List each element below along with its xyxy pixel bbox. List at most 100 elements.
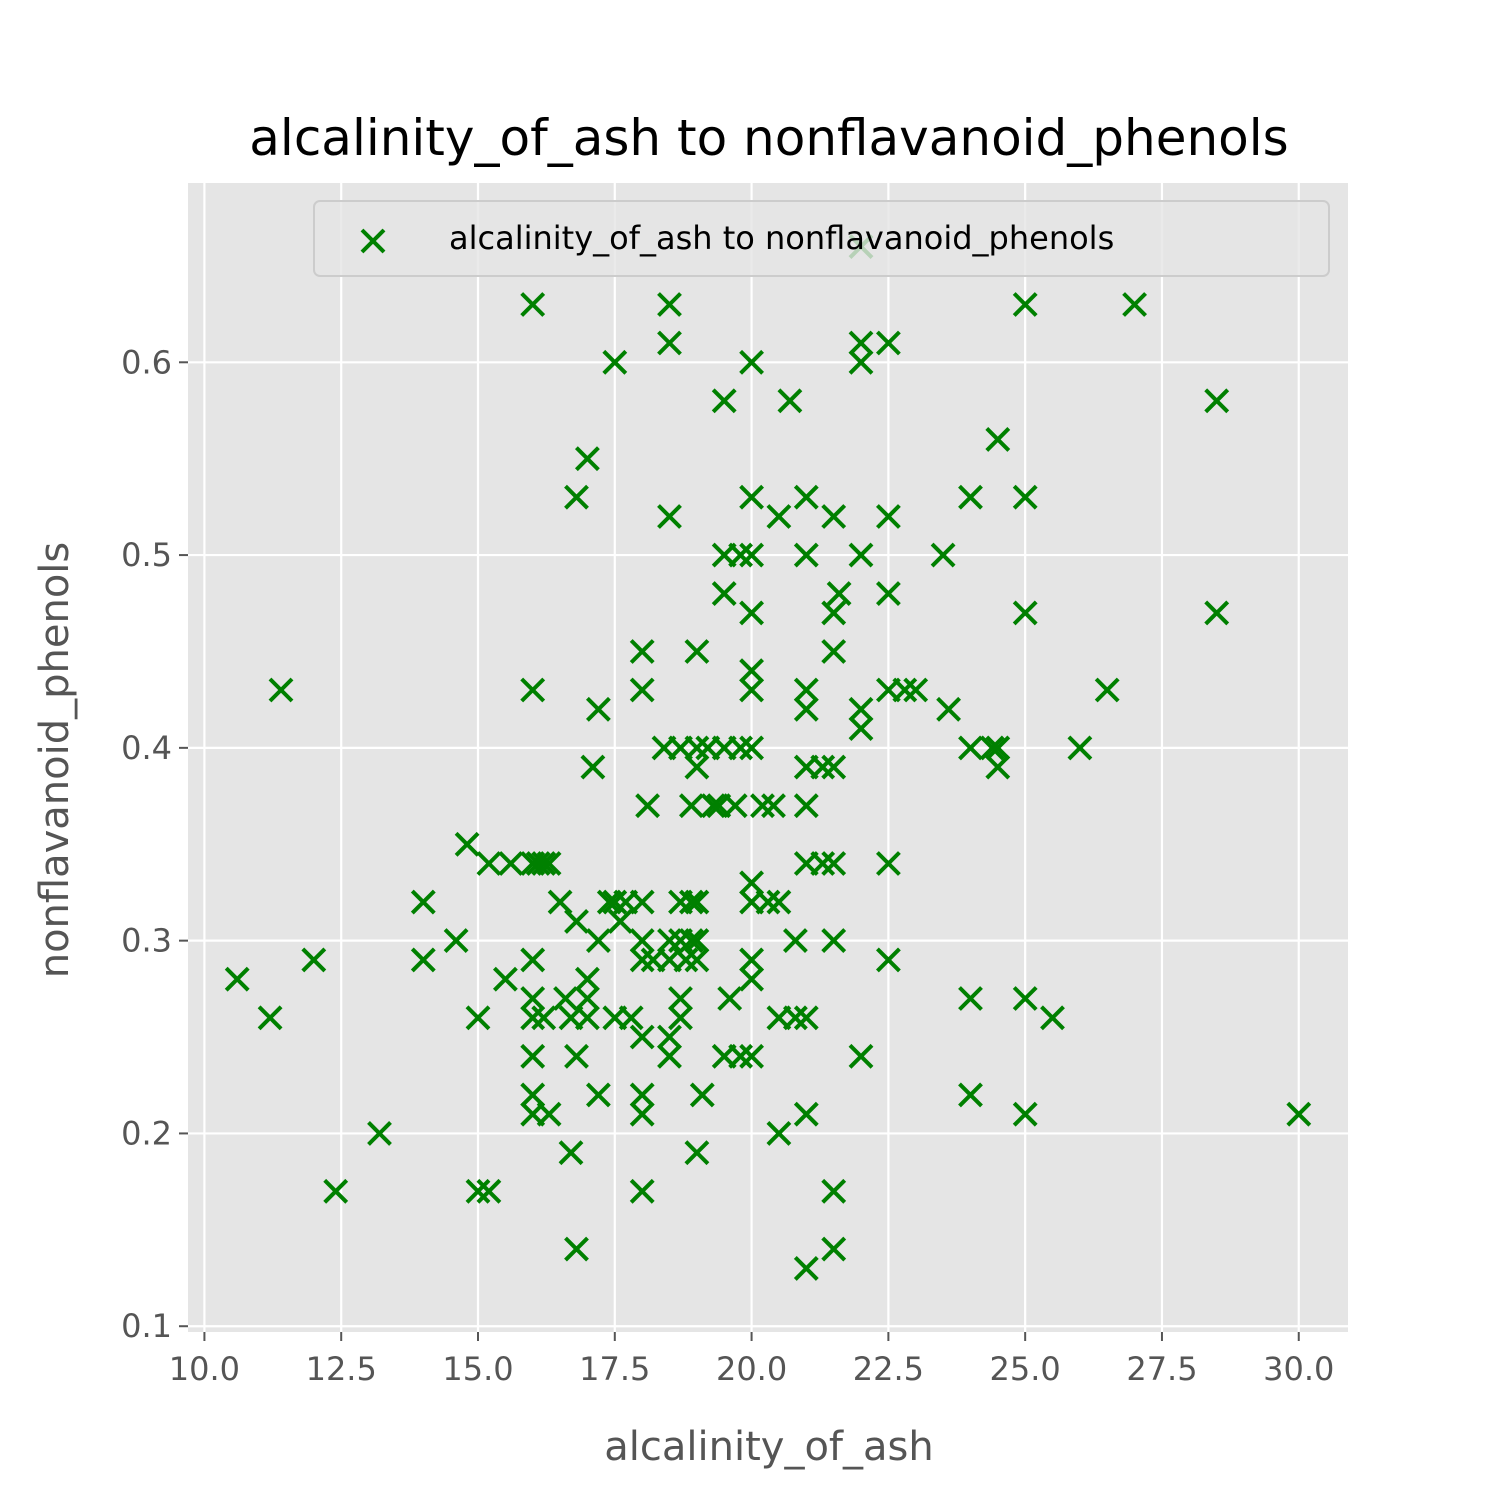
data-point xyxy=(602,349,628,375)
data-point xyxy=(564,1236,589,1262)
x-tick-label: 10.0 xyxy=(169,1350,240,1388)
x-tick-label: 30.0 xyxy=(1263,1350,1334,1388)
data-point xyxy=(629,947,655,973)
legend-box xyxy=(313,200,1330,277)
data-point xyxy=(985,754,1011,780)
data-point xyxy=(793,542,819,568)
data-point xyxy=(684,735,710,761)
data-point xyxy=(520,1082,546,1108)
data-point xyxy=(717,986,743,1011)
data-point xyxy=(574,986,600,1011)
data-point xyxy=(793,696,819,722)
data-point xyxy=(629,1178,655,1204)
data-point xyxy=(689,1082,715,1108)
data-point xyxy=(1204,388,1230,414)
data-point xyxy=(793,484,819,510)
y-tick-label: 0.3 xyxy=(121,922,172,960)
data-point xyxy=(728,542,754,568)
data-point xyxy=(574,966,600,992)
data-point xyxy=(793,1101,819,1127)
data-point xyxy=(520,1043,546,1069)
data-point xyxy=(476,1178,502,1204)
data-point xyxy=(547,889,573,915)
x-axis-label: alcalinity_of_ash xyxy=(604,1424,933,1470)
data-point xyxy=(821,600,847,626)
legend: alcalinity_of_ash to nonflavanoid_phenol… xyxy=(313,200,1330,277)
data-point xyxy=(777,388,803,414)
data-point xyxy=(985,426,1011,452)
data-point xyxy=(958,1082,983,1108)
data-point xyxy=(454,831,480,857)
data-point xyxy=(531,851,557,876)
data-point xyxy=(476,851,502,876)
data-point xyxy=(985,735,1011,761)
plot-area xyxy=(188,183,1348,1332)
data-point xyxy=(903,677,929,703)
data-point xyxy=(821,928,847,954)
data-point xyxy=(558,1140,584,1166)
axis-ticks xyxy=(179,361,1300,1341)
data-point xyxy=(443,928,469,954)
data-point xyxy=(722,793,748,819)
data-point xyxy=(1012,986,1038,1011)
data-point xyxy=(766,889,792,915)
chart-title: alcalinity_of_ash to nonflavanoid_phenol… xyxy=(249,109,1288,167)
data-point xyxy=(766,1120,792,1146)
data-point xyxy=(629,677,655,703)
data-point xyxy=(711,581,737,607)
data-point xyxy=(564,484,589,510)
data-point xyxy=(684,1140,710,1166)
grid-lines xyxy=(188,183,1348,1332)
data-point xyxy=(684,947,710,973)
data-point xyxy=(739,677,765,703)
data-point xyxy=(684,754,710,780)
data-point xyxy=(668,1005,693,1031)
x-tick-label: 27.5 xyxy=(1126,1350,1197,1388)
data-point xyxy=(739,870,765,896)
data-point xyxy=(301,947,327,973)
data-point xyxy=(520,677,546,703)
data-point xyxy=(848,330,874,356)
data-point xyxy=(629,639,655,664)
data-point xyxy=(323,1178,349,1204)
data-point xyxy=(739,658,765,684)
x-tick-label: 17.5 xyxy=(579,1350,650,1388)
data-point xyxy=(1040,1005,1065,1031)
data-point xyxy=(728,1043,754,1069)
y-tick-label: 0.4 xyxy=(121,729,172,767)
data-point xyxy=(367,1120,392,1146)
data-point xyxy=(848,696,874,722)
data-point xyxy=(875,947,901,973)
data-point xyxy=(657,1024,682,1050)
data-point xyxy=(673,947,699,973)
data-point xyxy=(958,484,983,510)
data-point xyxy=(657,292,682,317)
data-point xyxy=(465,1178,491,1204)
y-tick-label: 0.1 xyxy=(121,1307,172,1345)
data-point xyxy=(520,1005,546,1031)
data-point xyxy=(739,1043,765,1069)
data-point xyxy=(793,1005,819,1031)
data-point xyxy=(520,947,546,973)
data-point xyxy=(750,793,775,819)
data-point xyxy=(1012,600,1038,626)
data-point xyxy=(684,889,710,915)
data-point xyxy=(684,928,710,954)
data-point xyxy=(739,735,765,761)
data-point xyxy=(678,889,704,915)
data-point xyxy=(1122,292,1148,317)
data-point xyxy=(492,966,518,992)
data-point xyxy=(629,1082,655,1108)
x-tick-label: 22.5 xyxy=(853,1350,924,1388)
y-axis-label: nonflavanoid_phenols xyxy=(32,542,78,979)
x-tick-label: 12.5 xyxy=(306,1350,377,1388)
legend-marker-x xyxy=(360,228,386,254)
data-point xyxy=(875,504,901,529)
data-point xyxy=(936,696,962,722)
data-points xyxy=(224,234,1312,1281)
legend-label: alcalinity_of_ash to nonflavanoid_phenol… xyxy=(449,219,1114,257)
data-point xyxy=(1204,600,1230,626)
data-point xyxy=(585,928,611,954)
data-point xyxy=(657,330,682,356)
